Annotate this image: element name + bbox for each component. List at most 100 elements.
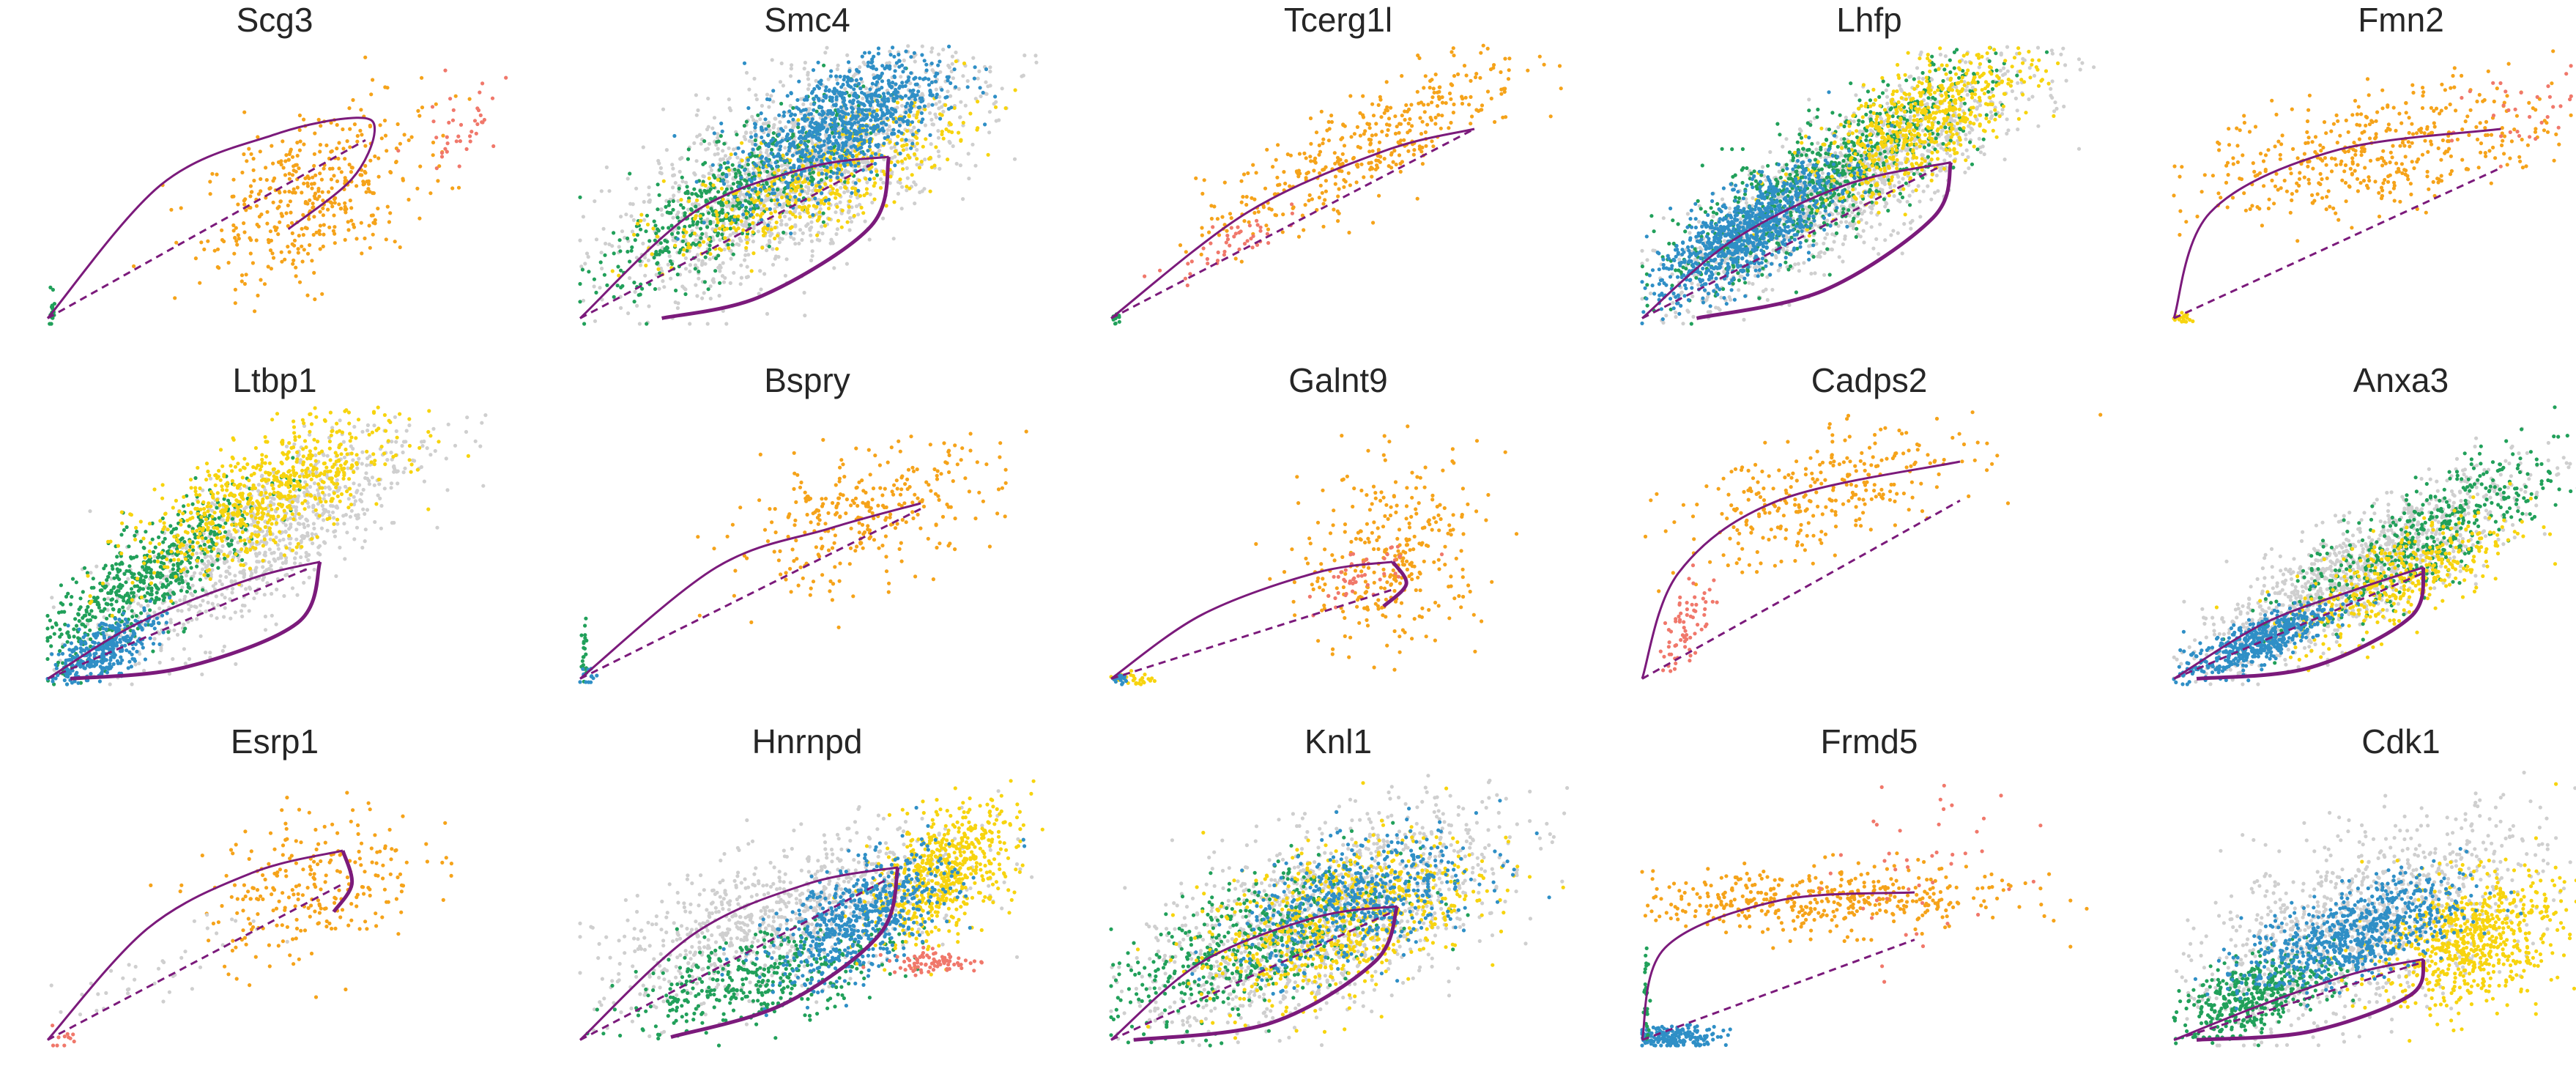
scatter-point — [853, 163, 858, 168]
scatter-point — [1451, 111, 1455, 115]
scatter-point — [813, 196, 817, 201]
scatter-point — [1433, 122, 1438, 126]
scatter-point — [688, 269, 692, 274]
scatter-point — [859, 108, 864, 112]
scatter-point — [888, 181, 892, 185]
scatter-point — [984, 92, 989, 96]
scatter-point — [1439, 126, 1443, 130]
scatter-point — [895, 106, 899, 110]
scatter-point — [1237, 247, 1241, 251]
scatter-point — [803, 114, 807, 118]
scatter-point — [703, 160, 708, 165]
scatter-point — [965, 78, 970, 84]
scatter-point — [741, 228, 746, 232]
scatter-point — [680, 239, 686, 243]
scatter-point — [1369, 138, 1373, 142]
scatter-point — [947, 129, 951, 133]
scatter-point — [592, 284, 596, 289]
scatter-point — [735, 155, 740, 160]
scatter-point — [886, 127, 890, 133]
scatter-point — [1964, 60, 1968, 64]
scatter-point — [650, 252, 654, 256]
scatter-point — [847, 228, 852, 232]
scatter-point — [811, 170, 816, 174]
scatter-point — [935, 71, 940, 76]
scatter-point — [1258, 225, 1263, 229]
scatter-point — [834, 196, 838, 200]
scatter-point — [615, 284, 620, 288]
scatter-point — [716, 152, 720, 156]
scatter-point — [893, 64, 897, 68]
scatter-point — [1825, 232, 1830, 237]
scatter-point — [1423, 130, 1428, 135]
scatter-point — [715, 217, 719, 221]
scatter-point — [694, 159, 699, 163]
scatter-point — [810, 249, 814, 253]
scatter-point — [835, 175, 839, 179]
scatter-point — [941, 48, 946, 52]
scatter-point — [897, 59, 902, 63]
scatter-point — [594, 237, 599, 242]
scatter-point — [317, 194, 322, 199]
scatter-point — [348, 127, 352, 131]
scatter-point — [281, 166, 286, 170]
scatter-point — [754, 163, 759, 168]
scatter-point — [686, 207, 691, 212]
scatter-point — [343, 176, 347, 180]
scatter-point — [897, 129, 901, 133]
scatter-point — [293, 163, 297, 167]
scatter-point — [335, 179, 340, 183]
scatter-point — [1384, 133, 1389, 138]
scatter-point — [657, 193, 661, 197]
scatter-point — [1822, 241, 1826, 245]
scatter-point — [1436, 113, 1441, 117]
scatter-point — [2059, 52, 2063, 56]
scatter-point — [886, 97, 890, 101]
scatter-point — [940, 88, 944, 92]
scatter-point — [827, 201, 831, 206]
scatter-point — [908, 109, 913, 114]
scatter-point — [776, 168, 781, 172]
scatter-point — [798, 134, 803, 138]
scatter-point — [1325, 128, 1329, 133]
scatter-point — [351, 222, 355, 226]
scatter-point — [669, 232, 675, 236]
scatter-point — [823, 133, 828, 137]
scatter-point — [888, 140, 892, 144]
scatter-point — [612, 251, 616, 256]
scatter-point — [867, 141, 872, 145]
scatter-point — [1245, 239, 1250, 243]
scatter-point — [791, 212, 795, 217]
scatter-point — [635, 233, 639, 237]
scatter-point — [842, 78, 846, 82]
scatter-point — [2063, 63, 2068, 67]
scatter-point — [912, 113, 916, 118]
scatter-point — [812, 204, 816, 208]
scatter-point — [803, 174, 807, 179]
scatter-point — [1189, 259, 1194, 264]
scatter-point — [1003, 106, 1008, 111]
scatter-point — [858, 65, 862, 70]
scatter-point — [230, 194, 234, 199]
scatter-point — [2080, 61, 2085, 65]
scatter-point — [1228, 243, 1232, 248]
scatter-point — [850, 101, 855, 106]
scatter-point — [840, 208, 845, 212]
scatter-point — [1419, 149, 1424, 154]
scatter-point — [853, 83, 858, 87]
scatter-point — [874, 67, 879, 72]
scatter-point — [751, 251, 756, 256]
scatter-point — [453, 94, 458, 98]
scatter-point — [976, 76, 980, 81]
scatter-point — [831, 103, 836, 107]
scatter-point — [480, 81, 485, 86]
scatter-point — [635, 303, 639, 308]
scatter-point — [708, 220, 713, 224]
scatter-point — [1324, 189, 1328, 193]
scatter-point — [806, 77, 811, 81]
scatter-point — [760, 198, 764, 202]
scatter-point — [1342, 144, 1347, 148]
scatter-point — [903, 157, 907, 161]
scatter-point — [821, 211, 825, 215]
scatter-point — [1201, 246, 1206, 251]
